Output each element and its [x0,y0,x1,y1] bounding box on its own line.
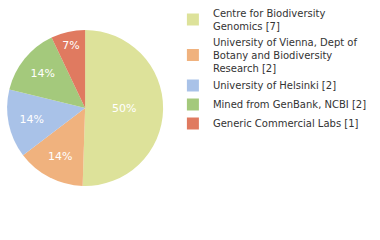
svg-text:14%: 14% [48,150,72,163]
svg-text:Generic Commercial Labs [1]: Generic Commercial Labs [1] [213,118,359,129]
svg-text:Mined from GenBank, NCBI [2]: Mined from GenBank, NCBI [2] [213,99,366,110]
svg-text:University of Vienna, Dept ofB: University of Vienna, Dept ofBotany and … [213,37,358,74]
svg-text:Centre for BiodiversityGenomic: Centre for BiodiversityGenomics [7] [213,8,326,32]
svg-text:14%: 14% [19,113,43,126]
svg-text:University of Helsinki [2]: University of Helsinki [2] [213,80,336,91]
svg-text:7%: 7% [62,39,79,52]
svg-text:50%: 50% [112,102,136,115]
svg-text:14%: 14% [31,67,55,80]
